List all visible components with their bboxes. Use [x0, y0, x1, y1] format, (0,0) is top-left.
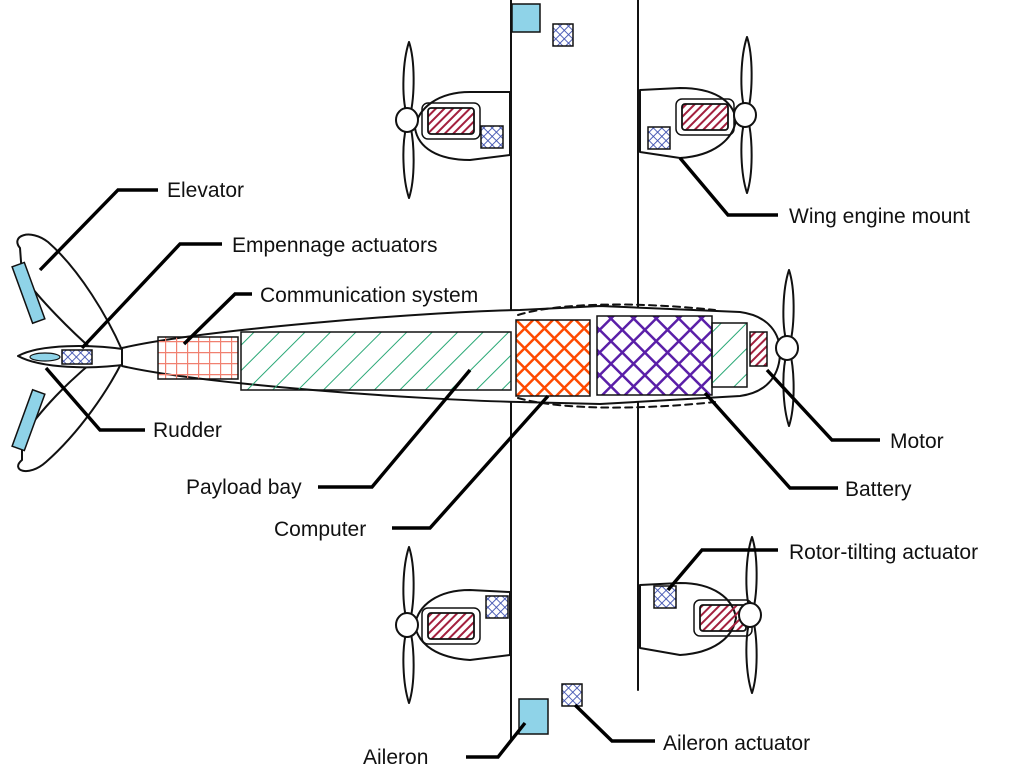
communication-system-block [157, 336, 239, 380]
nose-motor [749, 331, 768, 367]
fuselage [121, 269, 799, 427]
label-aileron-actuator: Aileron actuator [663, 732, 810, 755]
rotor-tilting-actuator-icon [480, 125, 504, 149]
payload-bay-block [240, 331, 512, 391]
rotor-tilting-actuator-icon [647, 126, 671, 150]
computer-block [515, 319, 591, 397]
engine-motor [681, 103, 729, 131]
label-wing-engine-mount: Wing engine mount [789, 205, 970, 228]
label-computer: Computer [274, 518, 366, 541]
rotor-tilting-actuator-icon [653, 585, 677, 609]
label-rudder: Rudder [153, 419, 222, 442]
elevator-bottom [11, 388, 46, 452]
payload-bay-rear-block [711, 322, 748, 388]
leader-lines [38, 156, 880, 759]
empennage-actuator [61, 349, 93, 365]
elevator-top [11, 261, 46, 325]
engine-motor [427, 107, 475, 135]
aileron-bottom [518, 698, 549, 735]
label-battery: Battery [845, 478, 912, 501]
aileron-top [511, 3, 541, 33]
rudder [29, 352, 61, 362]
label-communication-system: Communication system [260, 284, 478, 307]
empennage [11, 233, 131, 473]
aileron-actuator-top [552, 23, 574, 47]
label-payload-bay: Payload bay [186, 476, 302, 499]
wing-engine-bottom-right [639, 536, 762, 694]
label-rotor-tilting-actuator: Rotor-tilting actuator [789, 541, 978, 564]
label-motor: Motor [890, 430, 944, 453]
wing-engine-bottom-left [395, 546, 511, 704]
label-empennage-actuators: Empennage actuators [232, 234, 437, 257]
rotor-tilting-actuator-icon [485, 595, 509, 619]
wing-engine-top-right [639, 36, 757, 194]
label-elevator: Elevator [167, 179, 244, 202]
wing-engine-top-left [395, 41, 511, 199]
label-aileron: Aileron [363, 746, 428, 769]
battery-block [596, 315, 713, 396]
aileron-actuator-bottom [561, 683, 583, 707]
engine-motor [427, 612, 475, 640]
